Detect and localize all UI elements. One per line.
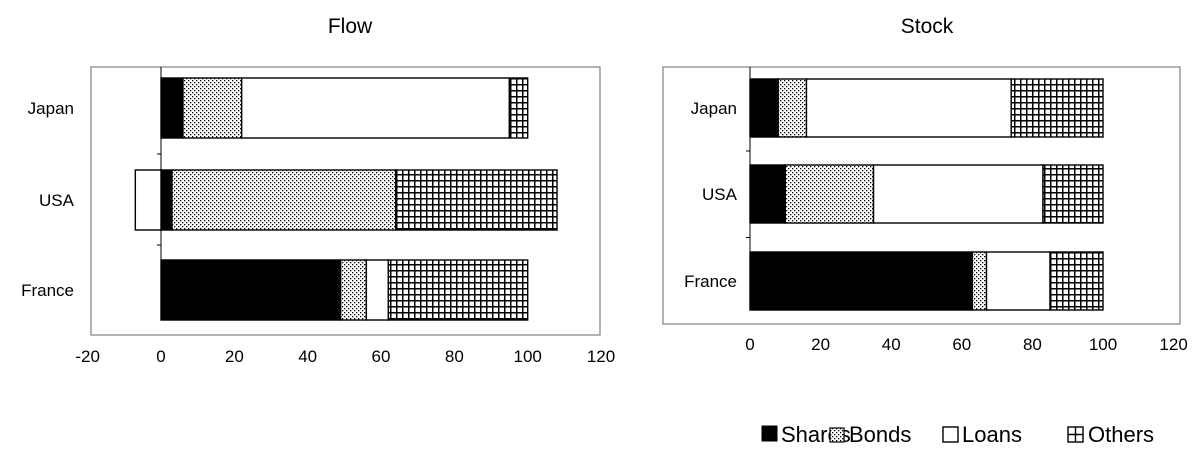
legend-item-shares: Shares [761,422,851,447]
stock-chart-title: Stock [901,15,954,38]
legend-label-bonds: Bonds [849,422,911,447]
flow-plot-marks: Japan USA France -20 0 20 40 60 80 100 120 [21,67,615,366]
stock-x-tick-label: 40 [882,335,901,354]
flow-bar-japan-bonds [182,77,243,139]
stock-bar-france-others [1049,251,1104,311]
flow-category-label: France [21,281,74,300]
stock-chart: Stock Japan USA France 0 20 40 60 80 100 120 [662,15,1188,354]
stock-bar-france-shares [749,251,974,311]
stock-x-tick-label: 120 [1159,335,1187,354]
flow-bar-japan-shares [160,77,184,139]
legend-swatch-shares [761,425,778,442]
flow-bar-japan-loans [240,77,511,139]
flow-chart: Flow Japan USA France -20 0 20 40 60 80 100 120 [21,15,615,366]
stock-bar-japan-shares [749,78,779,138]
legend-swatch-loans [942,426,959,443]
stock-x-tick-label: 100 [1089,335,1117,354]
legend-item-loans: Loans [942,422,1022,447]
stock-category-label: Japan [691,99,737,118]
flow-bar-france-others [387,259,529,321]
flow-bar-france-bonds [339,259,368,321]
flow-x-tick-label: 80 [445,347,464,366]
stock-bar-usa-bonds [784,164,875,224]
flow-bar-japan-others [508,77,529,139]
stock-x-tick-label: 20 [811,335,830,354]
legend-item-others: Others [1067,422,1154,447]
stock-bar-japan-others [1010,78,1104,138]
flow-bar-usa-loans [134,169,162,231]
stock-x-tick-label: 60 [952,335,971,354]
stock-category-label: USA [702,185,738,204]
stock-bar-japan-bonds [777,78,808,138]
flow-bar-usa-bonds [171,169,397,231]
flow-bar-usa-others [394,169,558,231]
legend-item-bonds: Bonds [829,422,911,447]
flow-category-label: Japan [28,99,74,118]
flow-x-tick-label: 100 [514,347,542,366]
legend-label-others: Others [1088,422,1154,447]
flow-chart-title: Flow [328,15,373,38]
flow-x-tick-label: -20 [75,347,100,366]
stock-plot-frame [662,66,1181,325]
flow-category-label: USA [39,191,75,210]
stock-x-tick-label: 0 [745,335,754,354]
flow-x-tick-label: 120 [587,347,615,366]
flow-x-tick-label: 20 [225,347,244,366]
chart-legend: Shares Bonds Loans Others [761,422,1154,447]
flow-x-tick-label: 60 [372,347,391,366]
legend-swatch-others-grid [1068,427,1083,442]
stock-bar-usa-others [1042,164,1104,224]
stock-bar-france-bonds [971,251,988,311]
flow-bar-france-shares [160,259,342,321]
flow-x-tick-label: 0 [156,347,165,366]
flow-plot-frame [90,66,601,336]
stock-bar-france-loans [985,251,1051,311]
stock-bar-usa-loans [872,164,1044,224]
flow-x-tick-label: 40 [298,347,317,366]
flow-bar-france-loans [365,259,390,321]
flow-bar-usa-shares [160,169,173,231]
stock-bar-japan-loans [805,78,1012,138]
stock-plot-marks: Japan USA France 0 20 40 60 80 100 120 [684,67,1188,354]
legend-label-loans: Loans [962,422,1022,447]
stock-bar-usa-shares [749,164,786,224]
stock-x-tick-label: 80 [1023,335,1042,354]
stock-category-label: France [684,272,737,291]
legend-swatch-bonds [829,427,845,443]
